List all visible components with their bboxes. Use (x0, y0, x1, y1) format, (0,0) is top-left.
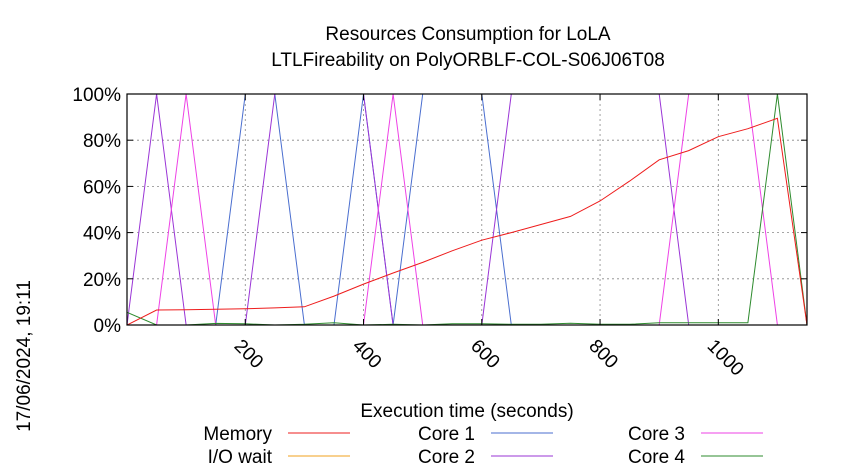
series-line-core-3 (127, 93, 807, 326)
grid-lines (127, 93, 807, 326)
legend-label: Core 4 (628, 447, 685, 468)
x-axis-ticks: 200 400 600 800 1000 (230, 94, 748, 380)
timestamp: 17/06/2024, 19:11 (14, 280, 35, 432)
y-tick-label: 60% (83, 177, 121, 198)
legend-label: I/O wait (208, 447, 273, 468)
x-tick-label: 600 (466, 336, 503, 373)
series-lines (126, 93, 808, 326)
plot-frame (126, 93, 808, 326)
y-tick-label: 100% (72, 85, 121, 106)
y-tick-label: 40% (83, 224, 121, 245)
series-line-core-2 (126, 93, 807, 326)
x-tick-label: 200 (230, 336, 267, 373)
y-tick-label: 20% (83, 270, 121, 291)
legend-label: Memory (203, 424, 272, 445)
x-tick-label: 400 (348, 336, 385, 373)
x-axis-label: Execution time (seconds) (360, 401, 573, 422)
x-tick-label: 800 (585, 336, 622, 373)
y-tick-label: 80% (83, 131, 121, 152)
chart-subtitle: LTLFireability on PolyORBLF-COL-S06J06T0… (271, 50, 665, 71)
series-line-core-1 (127, 93, 807, 326)
chart-title: Resources Consumption for LoLA (325, 24, 610, 45)
series-line-core-4 (126, 93, 808, 326)
legend-label: Core 2 (418, 447, 475, 468)
series-line-memory (126, 117, 808, 326)
legend-label: Core 3 (628, 424, 685, 445)
y-tick-label: 0% (94, 316, 122, 337)
y-axis-ticks: 0% 20% 40% 60% 80% 100% (72, 85, 807, 337)
legend-label: Core 1 (418, 424, 475, 445)
x-tick-label: 1000 (703, 336, 748, 381)
